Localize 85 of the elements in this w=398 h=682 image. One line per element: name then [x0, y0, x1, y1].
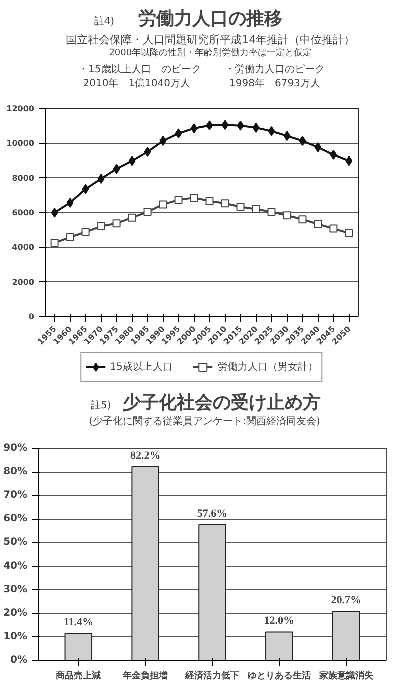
legend-label: 15歳以上人口 [110, 360, 173, 374]
bar [266, 632, 294, 660]
point [206, 120, 214, 131]
point [314, 142, 322, 152]
chart-title: 労働力人口の推移 [138, 8, 283, 30]
bar [132, 466, 160, 660]
point [236, 203, 245, 212]
y-tick-label: 10% [4, 631, 28, 642]
text: 註5) [90, 400, 112, 412]
point [298, 216, 307, 224]
y-tick-label: 50% [4, 537, 28, 548]
y-tick-label: 2000 [12, 278, 35, 287]
data-label: 20.7% [331, 594, 362, 607]
point [252, 122, 260, 133]
y-tick-label: 0% [10, 655, 28, 666]
point [128, 156, 136, 166]
point [237, 120, 244, 131]
point [144, 147, 152, 158]
point [268, 126, 276, 136]
y-tick-label: 6000 [12, 208, 35, 218]
y-tick-label: 80% [4, 466, 28, 478]
y-tick-label: 8000 [12, 174, 35, 183]
y-tick-label: 30% [4, 584, 28, 596]
chart-title: 少子化社会の受け止め方 [123, 392, 322, 414]
point [50, 239, 59, 248]
x-tick-label: 年金負担増 [122, 670, 168, 682]
x-tick-label: ゆとりある生活 [248, 670, 311, 682]
chart-subtitle: (少子化に関する従業員アンケート:関西経済同友会) [89, 416, 320, 428]
y-tick-label: 10000 [6, 139, 35, 148]
point [98, 174, 105, 184]
point [330, 150, 338, 160]
text: ・15歳以上人口 のピーク [78, 64, 202, 76]
point [82, 184, 90, 194]
y-tick-label: 12000 [6, 104, 35, 114]
point [174, 196, 183, 204]
point [345, 229, 354, 238]
point [51, 208, 58, 218]
y-tick-label: 70% [4, 490, 28, 502]
point [112, 220, 121, 228]
point [175, 128, 182, 139]
point [221, 200, 230, 208]
text: 1998年 6793万人 [230, 78, 320, 90]
point [252, 205, 260, 214]
y-tick-label: 40% [4, 560, 28, 572]
bar [64, 633, 93, 660]
point [66, 233, 74, 242]
point [268, 208, 276, 216]
point [113, 164, 120, 174]
y-tick-label: 90% [4, 443, 28, 454]
bar [332, 611, 360, 660]
data-label: 11.4% [64, 616, 94, 629]
x-tick-label: 商品売上減 [55, 670, 102, 682]
point [346, 156, 353, 166]
text: ・労働力人口のピーク [224, 64, 325, 76]
bar [198, 524, 226, 660]
data-label: 57.6% [197, 508, 228, 520]
point [144, 208, 152, 216]
text: 註4) [94, 16, 115, 28]
data-label: 12.0% [264, 615, 295, 628]
x-tick-label: 家族意識消失 [318, 670, 374, 682]
point [82, 228, 90, 236]
y-tick-label: 4000 [12, 243, 35, 252]
y-tick-label: 0 [28, 312, 35, 322]
point [330, 224, 338, 233]
point [128, 214, 136, 222]
point [299, 136, 306, 146]
point [190, 124, 198, 134]
text: 2000年以降の性別・年齢別労働力率は一定と仮定 [109, 48, 312, 58]
point [314, 220, 322, 228]
text: 2010年 1億1040万人 [83, 78, 191, 90]
point [283, 212, 292, 220]
point [284, 131, 291, 142]
data-label: 82.2% [130, 450, 161, 462]
point [159, 200, 168, 209]
point [190, 194, 198, 202]
point [160, 136, 167, 146]
point [206, 197, 214, 206]
y-tick-label: 60% [4, 514, 28, 525]
y-tick-label: 20% [4, 608, 28, 619]
legend-label: 労働力人口（男女計） [218, 360, 318, 374]
chart-subtitle: 国立社会保障・人口問題研究所平成14年推計（中位推計） [66, 34, 356, 46]
point [66, 198, 74, 208]
point [222, 120, 229, 130]
point [97, 222, 106, 231]
x-tick-label: 経済活力低下 [184, 670, 240, 682]
